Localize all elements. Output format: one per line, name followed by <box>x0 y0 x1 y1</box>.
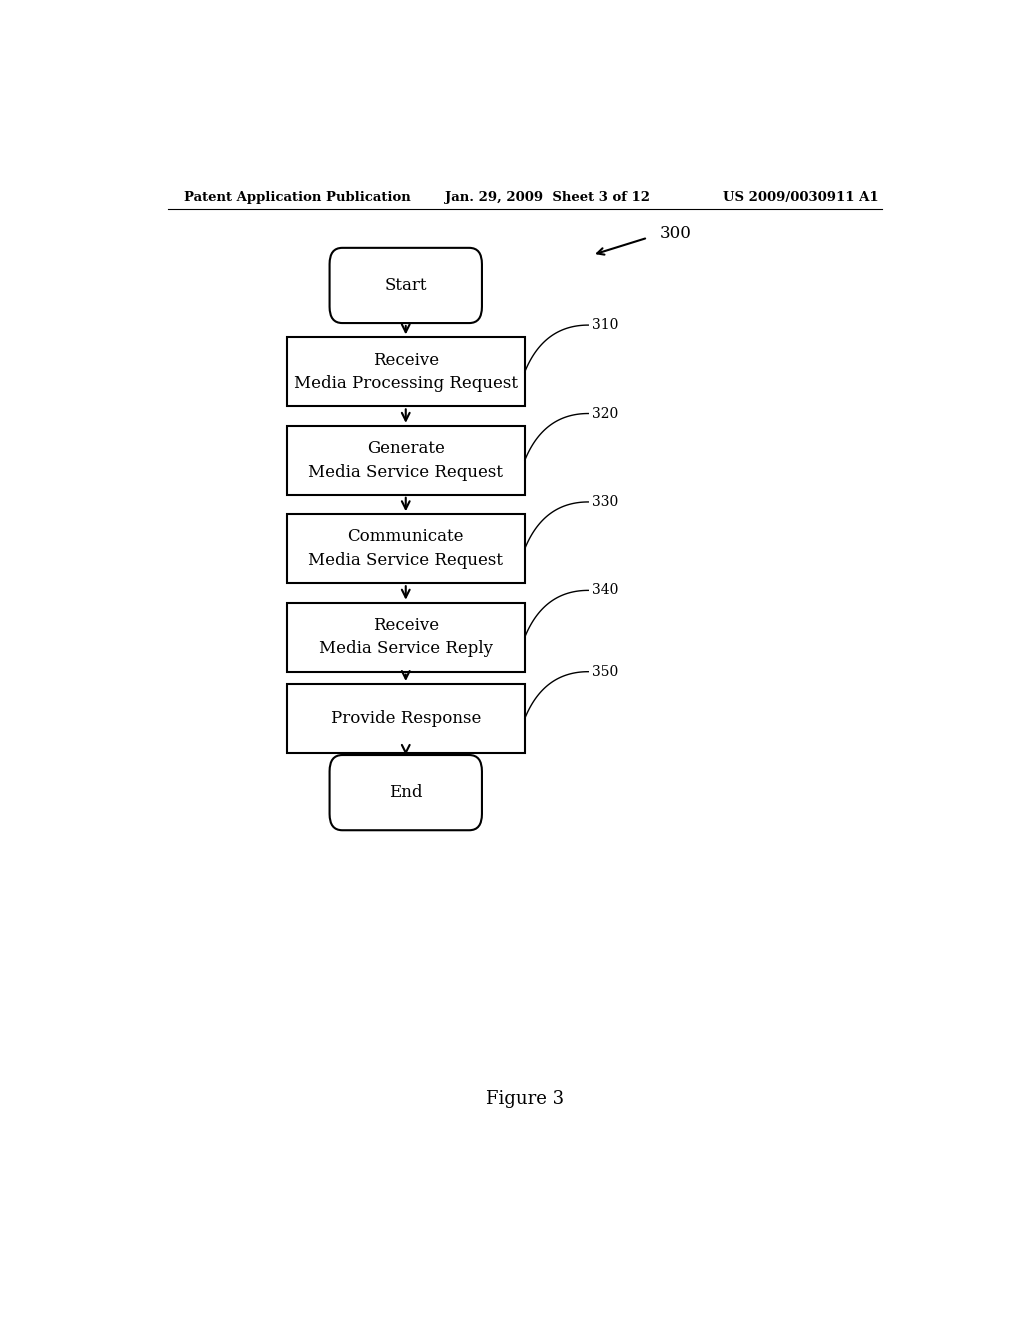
FancyBboxPatch shape <box>330 755 482 830</box>
Text: 310: 310 <box>592 318 618 333</box>
Bar <box>287 515 525 583</box>
Text: 320: 320 <box>592 407 618 421</box>
Text: Patent Application Publication: Patent Application Publication <box>183 190 411 203</box>
Text: Receive
Media Processing Request: Receive Media Processing Request <box>294 351 518 392</box>
Bar <box>287 602 525 672</box>
Text: 340: 340 <box>592 583 618 598</box>
Bar <box>287 426 525 495</box>
Text: 350: 350 <box>592 665 618 678</box>
Bar <box>287 338 525 407</box>
Text: Jan. 29, 2009  Sheet 3 of 12: Jan. 29, 2009 Sheet 3 of 12 <box>445 190 650 203</box>
Text: Generate
Media Service Request: Generate Media Service Request <box>308 440 503 480</box>
FancyBboxPatch shape <box>330 248 482 323</box>
Text: Communicate
Media Service Request: Communicate Media Service Request <box>308 528 503 569</box>
Text: Figure 3: Figure 3 <box>485 1089 564 1107</box>
Text: Provide Response: Provide Response <box>331 710 481 727</box>
Text: Start: Start <box>384 277 427 294</box>
Text: End: End <box>389 784 423 801</box>
Text: 300: 300 <box>659 226 691 242</box>
Text: 330: 330 <box>592 495 618 510</box>
Bar <box>287 684 525 752</box>
Text: US 2009/0030911 A1: US 2009/0030911 A1 <box>723 190 879 203</box>
Text: Receive
Media Service Reply: Receive Media Service Reply <box>318 616 493 657</box>
